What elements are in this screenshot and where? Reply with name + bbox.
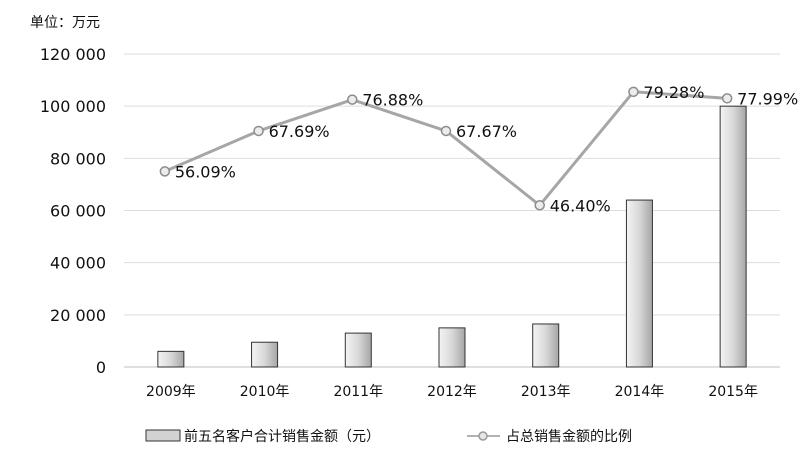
- line-point: [347, 94, 358, 105]
- y-tick-label: 80 000: [50, 149, 106, 168]
- x-tick-label: 2012年: [427, 384, 477, 400]
- x-tick-label: 2010年: [240, 384, 290, 400]
- x-tick-label: 2013年: [521, 384, 571, 400]
- bar: [344, 332, 372, 368]
- y-tick-label: 0: [96, 358, 106, 377]
- legend-bar-swatch: [145, 429, 181, 442]
- line-point: [159, 166, 171, 177]
- y-tick-label: 40 000: [50, 254, 106, 273]
- line-point: [721, 93, 733, 104]
- line-point: [440, 125, 452, 137]
- x-tick-label: 2009年: [146, 384, 196, 400]
- data-label: 56.09%: [175, 162, 236, 181]
- bar: [251, 341, 279, 368]
- x-tick-label: 2011年: [333, 384, 383, 400]
- data-label: 46.40%: [550, 196, 611, 215]
- legend-line-marker: [478, 431, 488, 441]
- data-label: 67.69%: [269, 122, 330, 141]
- gridlines: [124, 53, 780, 368]
- y-tick-label: 120 000: [40, 45, 106, 64]
- legend: 前五名客户合计销售金额（元） 占总销售金额的比例: [145, 428, 632, 445]
- legend-bar-label: 前五名客户合计销售金额（元）: [184, 428, 380, 445]
- y-tick-label: 20 000: [50, 306, 106, 325]
- line-point: [253, 125, 264, 137]
- y-axis-ticks: 0 20 000 40 000 60 000 80 000 100 000 120 000: [40, 45, 106, 377]
- legend-line-label: 占总销售金额的比例: [506, 429, 632, 445]
- unit-label: 单位：万元: [30, 15, 100, 31]
- bar: [532, 323, 560, 368]
- bar: [625, 199, 653, 368]
- line-point: [628, 86, 639, 98]
- bar: [438, 327, 466, 368]
- line-series: 56.09% 67.69% 76.88% 67.67% 46.40% 79.28% 77.9…: [159, 83, 798, 215]
- line-path: [164, 90, 728, 207]
- x-axis-ticks: 2009年 2010年 2011年 2012年 2013年 2014年 2015年: [146, 384, 758, 400]
- x-tick-label: 2014年: [615, 384, 665, 400]
- bar-series: [157, 105, 747, 368]
- line-point: [534, 200, 545, 211]
- data-label: 76.88%: [362, 91, 423, 110]
- bar: [719, 105, 747, 368]
- data-label: 79.28%: [643, 83, 704, 102]
- y-tick-label: 60 000: [50, 202, 106, 221]
- bar: [157, 350, 185, 368]
- x-tick-label: 2015年: [708, 384, 758, 400]
- data-label: 77.99%: [737, 89, 798, 108]
- y-tick-label: 100 000: [40, 97, 106, 116]
- data-label: 67.67%: [456, 122, 517, 141]
